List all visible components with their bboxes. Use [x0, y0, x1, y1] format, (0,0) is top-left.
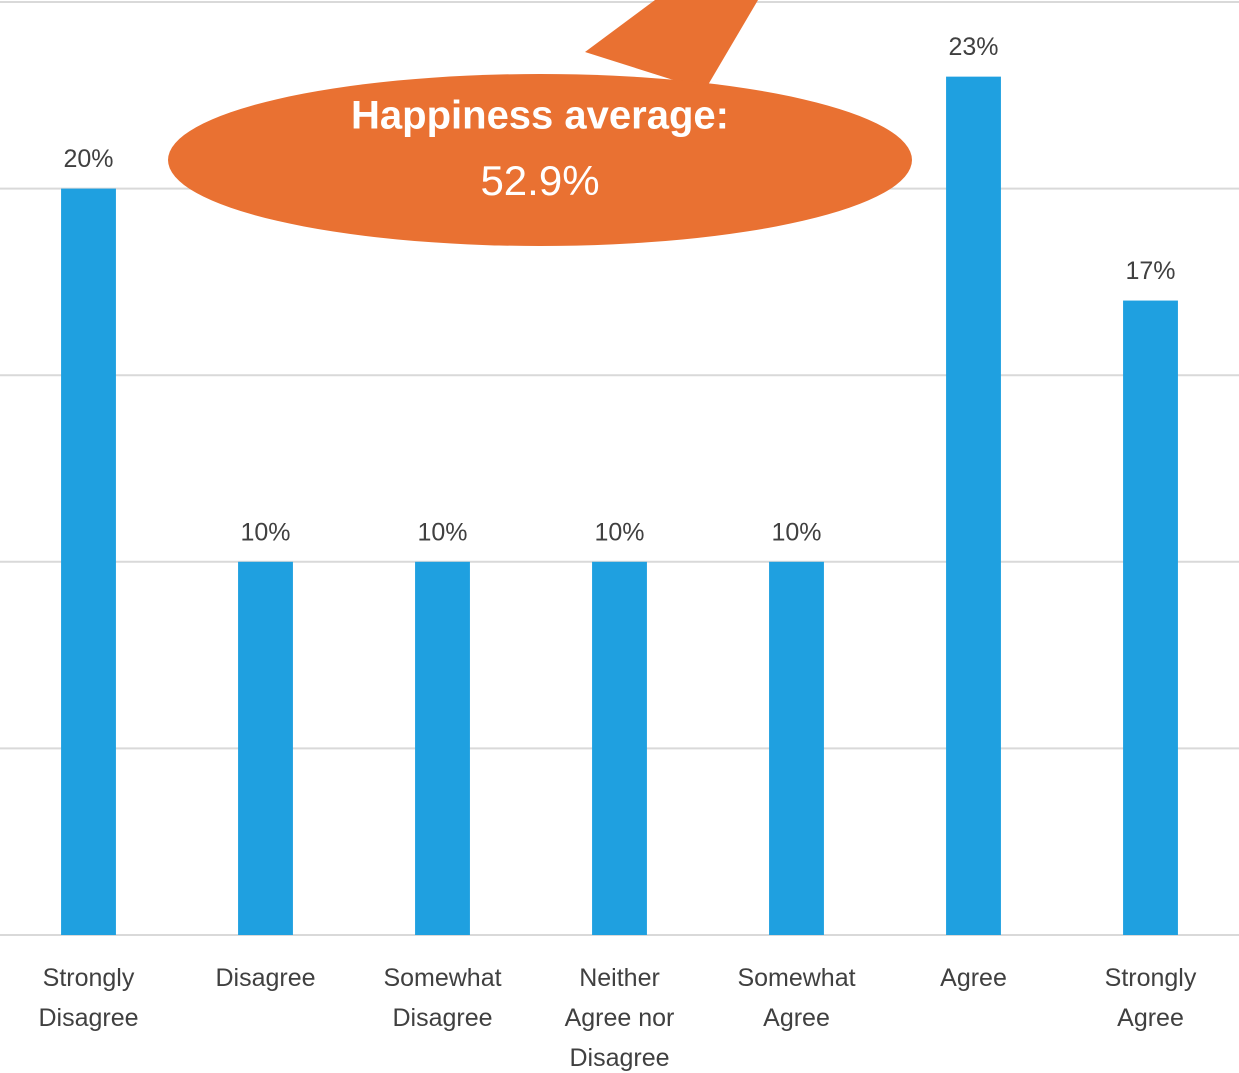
x-tick-label: Strongly Disagree: [38, 964, 139, 1032]
value-label: 10%: [240, 518, 290, 546]
callout-heading: Happiness average:: [351, 94, 729, 138]
value-label: 10%: [417, 518, 467, 546]
value-label: 17%: [1125, 257, 1175, 285]
bar: [238, 561, 293, 935]
x-tick-label: Neither Agree nor Disagree: [564, 964, 675, 1072]
value-label: 10%: [594, 518, 644, 546]
x-tick-label: Agree: [940, 964, 1007, 992]
callout-bubble: [168, 74, 912, 246]
callout: Happiness average: 52.9%: [168, 0, 912, 246]
bar: [61, 188, 116, 936]
callout-tail: [585, 0, 758, 90]
x-tick-label: Disagree: [215, 964, 316, 992]
bar: [946, 76, 1001, 935]
bar: [415, 561, 470, 935]
bar: [769, 561, 824, 935]
value-label: 23%: [948, 33, 998, 61]
bar: [1123, 300, 1178, 935]
x-tick-label: Strongly Agree: [1104, 964, 1197, 1032]
x-tick-label: Somewhat Disagree: [383, 964, 502, 1032]
bar: [592, 561, 647, 935]
callout-text: 52.9%: [480, 157, 599, 204]
x-tick-label: Somewhat Agree: [737, 964, 856, 1032]
value-label: 20%: [63, 145, 113, 173]
value-label: 10%: [771, 518, 821, 546]
